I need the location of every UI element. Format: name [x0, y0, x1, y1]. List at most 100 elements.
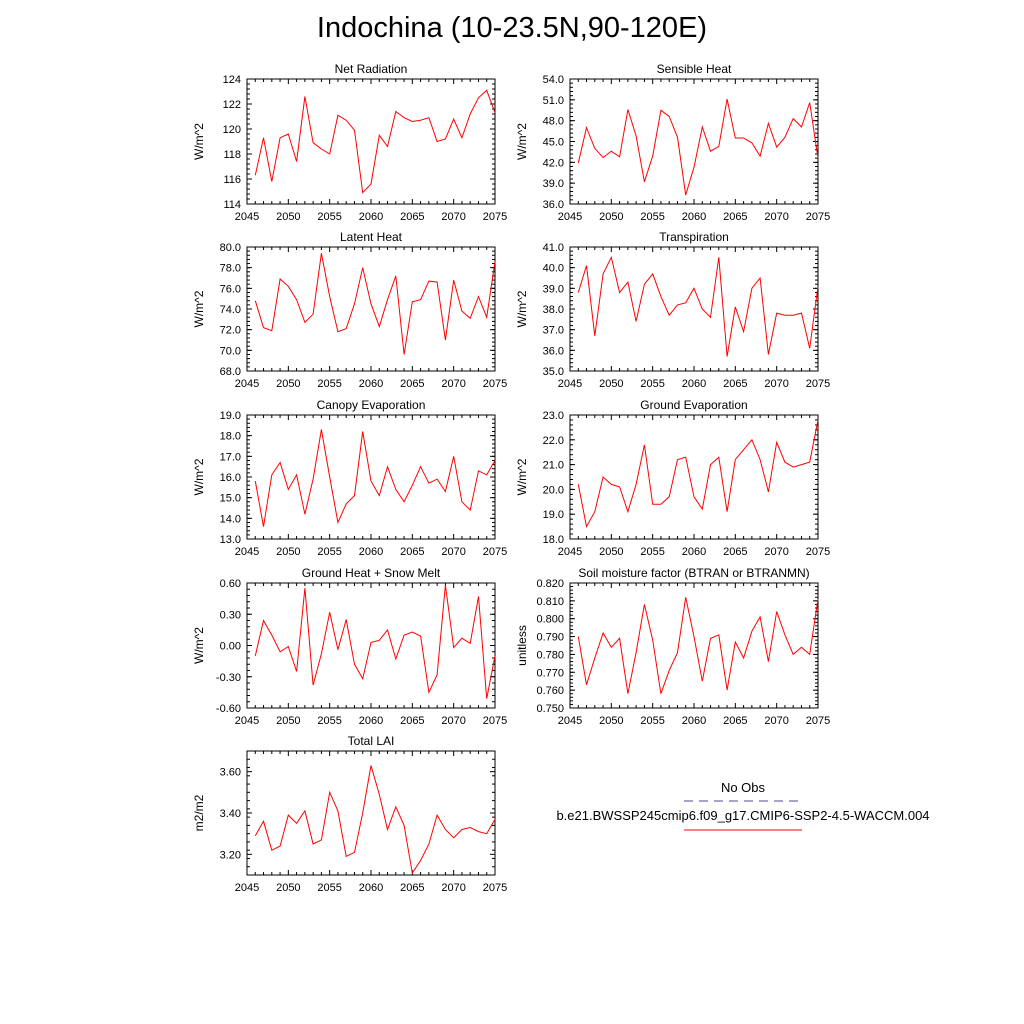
- x-tick-label: 2075: [806, 546, 830, 558]
- y-tick-label: 16.0: [220, 472, 241, 484]
- y-tick-label: 68.0: [220, 366, 241, 378]
- x-tick-label: 2060: [359, 546, 383, 558]
- y-tick-label: 3.20: [220, 849, 241, 861]
- y-tick-label: 18.0: [220, 431, 241, 443]
- y-tick-label: 22.0: [543, 435, 564, 447]
- series-line: [254, 253, 496, 355]
- x-tick-label: 2045: [558, 211, 582, 223]
- y-axis-label: W/m^2: [192, 627, 206, 664]
- y-axis-label: W/m^2: [192, 123, 206, 160]
- panels: Net Radiation W/m^2 2045 2050 2055 2060 2065 20…: [192, 62, 830, 894]
- y-tick-label: 0.820: [536, 578, 564, 590]
- x-tick-label: 2060: [359, 882, 383, 894]
- x-tick-label: 2045: [558, 715, 582, 727]
- x-tick-label: 2050: [599, 715, 623, 727]
- x-tick-label: 2055: [640, 378, 664, 390]
- y-axis-label: W/m^2: [515, 290, 529, 327]
- x-tick-label: 2075: [806, 715, 830, 727]
- x-tick-label: 2055: [317, 715, 341, 727]
- y-axis-label: W/m^2: [192, 290, 206, 327]
- y-axis-label: W/m^2: [515, 458, 529, 495]
- x-tick-label: 2045: [235, 882, 259, 894]
- y-tick-label: 78.0: [220, 263, 241, 275]
- x-tick-label: 2055: [317, 378, 341, 390]
- series-line: [577, 98, 819, 196]
- x-tick-label: 2070: [764, 715, 788, 727]
- x-tick-label: 2055: [317, 211, 341, 223]
- y-tick-label: 3.60: [220, 767, 241, 779]
- x-tick-label: 2045: [558, 378, 582, 390]
- legend: No Obs b.e21.BWSSP245cmip6.f09_g17.CMIP6…: [556, 780, 930, 831]
- series-line: [254, 585, 496, 699]
- panel-title: Canopy Evaporation: [317, 398, 426, 412]
- y-tick-label: 0.00: [220, 641, 241, 653]
- y-tick-label: 37.0: [543, 325, 564, 337]
- x-tick-label: 2050: [599, 546, 623, 558]
- y-tick-label: 0.60: [220, 578, 241, 590]
- x-tick-label: 2070: [441, 211, 465, 223]
- x-tick-label: 2070: [441, 882, 465, 894]
- y-tick-label: 124: [223, 74, 241, 86]
- y-tick-label: 17.0: [220, 451, 241, 463]
- x-tick-label: 2055: [640, 715, 664, 727]
- x-tick-label: 2060: [359, 378, 383, 390]
- panel-title: Total LAI: [348, 734, 395, 748]
- x-tick-label: 2045: [235, 546, 259, 558]
- x-tick-label: 2065: [400, 378, 424, 390]
- x-tick-label: 2050: [276, 882, 300, 894]
- x-tick-label: 2075: [483, 882, 507, 894]
- x-tick-label: 2070: [441, 546, 465, 558]
- panel-title: Soil moisture factor (BTRAN or BTRANMN): [578, 566, 809, 580]
- y-tick-label: 0.760: [536, 685, 564, 697]
- panel-title: Transpiration: [659, 230, 729, 244]
- x-tick-label: 2075: [483, 211, 507, 223]
- panel-8: Soil moisture factor (BTRAN or BTRANMN) u…: [515, 566, 830, 727]
- x-tick-label: 2075: [483, 546, 507, 558]
- y-tick-label: 19.0: [220, 410, 241, 422]
- y-tick-label: 72.0: [220, 325, 241, 337]
- y-tick-label: 120: [223, 124, 241, 136]
- y-tick-label: 0.750: [536, 703, 564, 715]
- panel-6: Ground Evaporation W/m^2 2045 2050 2055 2060 2…: [515, 398, 830, 558]
- plot-frame: [569, 582, 819, 709]
- y-tick-label: 21.0: [543, 460, 564, 472]
- x-tick-label: 2070: [441, 715, 465, 727]
- y-tick-label: 0.780: [536, 649, 564, 661]
- y-tick-label: 0.770: [536, 667, 564, 679]
- x-tick-label: 2060: [682, 715, 706, 727]
- x-tick-label: 2070: [764, 378, 788, 390]
- y-tick-label: 74.0: [220, 304, 241, 316]
- y-tick-label: 0.790: [536, 632, 564, 644]
- series-line: [254, 765, 496, 875]
- panel-title: Sensible Heat: [657, 62, 732, 76]
- y-tick-label: -0.30: [216, 672, 241, 684]
- x-tick-label: 2065: [723, 378, 747, 390]
- y-tick-label: 36.0: [543, 345, 564, 357]
- x-tick-label: 2060: [359, 715, 383, 727]
- x-tick-label: 2065: [723, 715, 747, 727]
- x-tick-label: 2065: [723, 546, 747, 558]
- panel-1: Net Radiation W/m^2 2045 2050 2055 2060 2065 20…: [192, 62, 507, 223]
- panel-4: Transpiration W/m^2 2045 2050 2055 2060 2065 20…: [515, 230, 830, 390]
- x-tick-label: 2060: [682, 378, 706, 390]
- y-tick-label: 19.0: [543, 509, 564, 521]
- y-tick-label: 0.30: [220, 609, 241, 621]
- y-tick-label: 122: [223, 99, 241, 111]
- x-tick-label: 2065: [400, 211, 424, 223]
- x-tick-label: 2065: [400, 882, 424, 894]
- y-tick-label: 20.0: [543, 484, 564, 496]
- y-tick-label: 15.0: [220, 493, 241, 505]
- x-tick-label: 2070: [441, 378, 465, 390]
- y-tick-label: 80.0: [220, 242, 241, 254]
- y-axis-label: unitless: [515, 625, 529, 666]
- y-tick-label: 114: [223, 199, 241, 211]
- x-tick-label: 2075: [483, 378, 507, 390]
- y-tick-label: 45.0: [543, 137, 564, 149]
- panel-7: Ground Heat + Snow Melt W/m^2 2045 2050 2055…: [192, 566, 507, 727]
- legend-obs-label: No Obs: [721, 780, 766, 795]
- x-tick-label: 2045: [235, 211, 259, 223]
- panel-3: Latent Heat W/m^2 2045 2050 2055 2060 2065 2070…: [192, 230, 507, 390]
- x-tick-label: 2075: [483, 715, 507, 727]
- y-tick-label: 40.0: [543, 263, 564, 275]
- series-line: [577, 419, 819, 529]
